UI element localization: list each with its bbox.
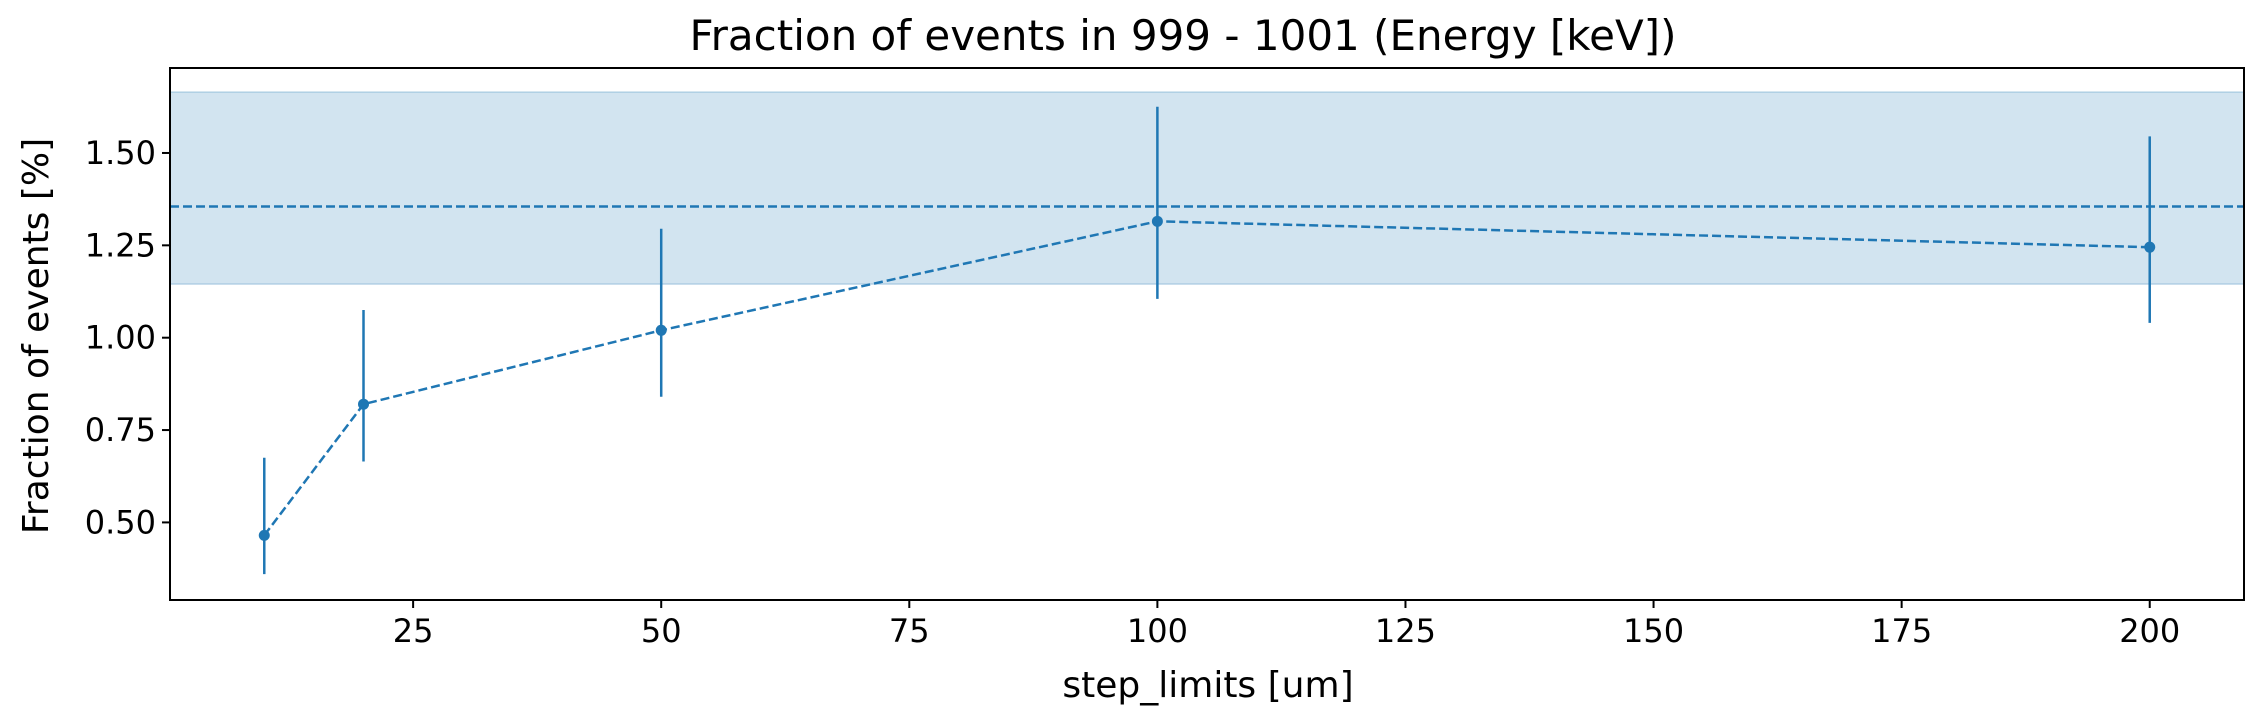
x-tick-label: 75 bbox=[889, 612, 930, 650]
chart-title: Fraction of events in 999 - 1001 (Energy… bbox=[690, 11, 1677, 60]
data-point bbox=[258, 529, 270, 541]
y-tick-label: 0.50 bbox=[85, 503, 156, 541]
axes-frame bbox=[169, 67, 2245, 601]
x-tick-label: 25 bbox=[393, 612, 434, 650]
x-tick-label: 125 bbox=[1375, 612, 1436, 650]
reference-band bbox=[170, 92, 2244, 285]
y-tick-label: 1.50 bbox=[85, 134, 156, 172]
x-tick-label: 50 bbox=[641, 612, 682, 650]
data-point bbox=[1151, 215, 1163, 227]
y-axis-label: Fraction of events [%] bbox=[16, 138, 57, 534]
data-point bbox=[358, 398, 370, 410]
y-tick-label: 1.00 bbox=[85, 319, 156, 357]
x-tick-label: 150 bbox=[1623, 612, 1684, 650]
x-tick-label: 200 bbox=[2119, 612, 2180, 650]
x-tick-label: 100 bbox=[1127, 612, 1188, 650]
x-axis-label: step_limits [um] bbox=[1062, 665, 1353, 706]
data-point bbox=[655, 324, 667, 336]
data-point bbox=[2144, 241, 2156, 253]
y-tick-label: 0.75 bbox=[85, 411, 156, 449]
x-tick-label: 175 bbox=[1871, 612, 1932, 650]
plot-area: 25 50 75 100 125 150 175 200 0.50 0.75 1.00 1.25 1.5… bbox=[85, 67, 2245, 650]
y-tick-label: 1.25 bbox=[85, 226, 156, 264]
